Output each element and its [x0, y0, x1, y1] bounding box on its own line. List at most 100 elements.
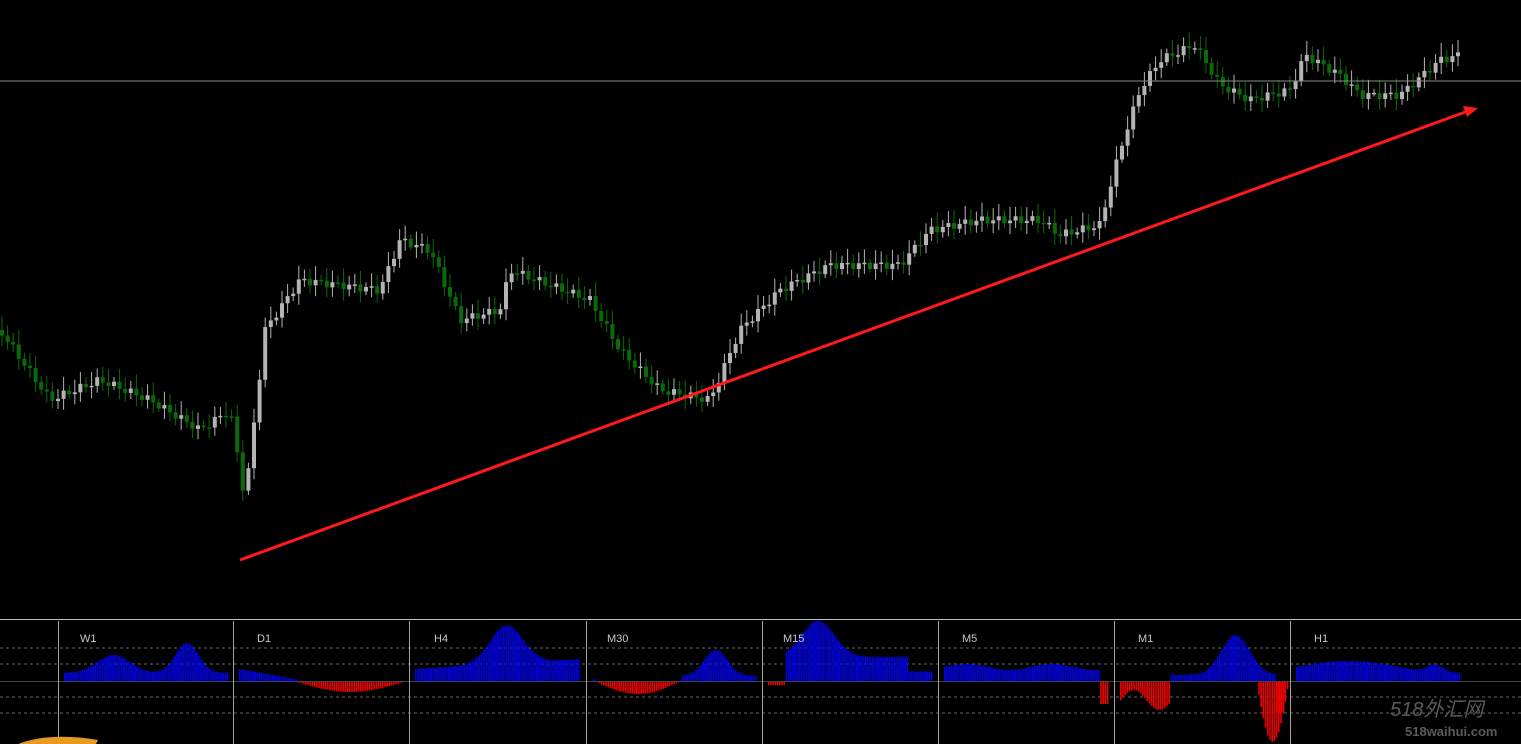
candle-body	[907, 253, 912, 265]
candle-body	[1047, 222, 1052, 225]
histogram-bar	[1344, 661, 1346, 681]
histogram-bar	[105, 656, 108, 681]
candle-body	[1019, 216, 1024, 224]
candle-body	[341, 282, 346, 290]
candle-body	[660, 383, 665, 392]
histogram-bar	[1137, 682, 1140, 692]
candle-body	[492, 308, 497, 315]
histogram-bar	[428, 668, 430, 681]
histogram-bar	[1333, 661, 1335, 681]
candle-body	[106, 382, 111, 387]
candle-body	[716, 382, 721, 393]
histogram-bar	[364, 682, 366, 692]
histogram-bar	[66, 672, 68, 681]
histogram-bar	[261, 673, 263, 681]
histogram-bar	[207, 667, 209, 681]
histogram-bar	[702, 662, 704, 681]
histogram-bar	[1286, 682, 1289, 690]
candle-body	[459, 306, 464, 324]
histogram-bar	[340, 682, 342, 692]
histogram-bar	[772, 682, 774, 685]
histogram-bar	[496, 631, 498, 681]
candle-body	[1080, 225, 1085, 233]
candle-body	[638, 366, 643, 369]
histogram-bar	[1227, 639, 1230, 681]
histogram-bar	[985, 666, 988, 681]
histogram-bar	[533, 652, 536, 681]
histogram-bar	[653, 682, 656, 692]
histogram-bar	[704, 659, 706, 681]
histogram-bar	[809, 624, 812, 681]
histogram-bar	[827, 627, 829, 681]
candle-body	[1360, 90, 1365, 99]
candle-body	[666, 391, 671, 395]
histogram-bar	[1425, 666, 1428, 681]
histogram-bar	[961, 664, 964, 681]
candle-body	[616, 338, 620, 350]
histogram-bar	[979, 665, 981, 681]
candle-body	[1332, 69, 1337, 73]
histogram-bar	[1320, 662, 1322, 681]
candle-body	[190, 422, 195, 429]
histogram-bar	[616, 682, 618, 691]
candle-body	[1243, 94, 1248, 102]
histogram-bar	[790, 647, 792, 681]
histogram-bar	[838, 641, 840, 681]
candle-body	[840, 263, 844, 269]
histogram-bar	[869, 656, 871, 681]
histogram-bar	[952, 665, 955, 681]
histogram-bar	[1370, 662, 1373, 681]
histogram-bar	[182, 644, 185, 681]
histogram-bar	[1212, 663, 1214, 681]
candle-body	[756, 308, 760, 322]
histogram-bar	[64, 672, 66, 681]
histogram-bar	[121, 657, 123, 681]
candle-body	[11, 341, 16, 345]
candle-body	[1456, 52, 1460, 57]
candle-body	[1265, 92, 1270, 101]
candle-body	[1052, 222, 1057, 234]
candle-body	[285, 296, 290, 304]
histogram-bar	[371, 682, 373, 691]
histogram-bar	[322, 682, 325, 689]
histogram-bar	[739, 673, 741, 681]
histogram-bar	[1315, 663, 1318, 681]
histogram-bar	[415, 669, 417, 681]
histogram-bar	[1264, 682, 1267, 728]
histogram-bar	[329, 682, 331, 691]
histogram-bar	[1238, 636, 1241, 681]
histogram-bar	[1302, 665, 1305, 681]
candle-body	[1159, 62, 1164, 68]
trend-line	[239, 109, 1469, 562]
candle-body	[963, 219, 968, 224]
histogram-bar	[754, 675, 757, 681]
histogram-bar	[1353, 661, 1355, 681]
indicator-panel: W1 D1 H4 M30 M15 M5 M1 H1	[0, 621, 1521, 744]
histogram-bar	[611, 682, 614, 689]
histogram-bar	[149, 671, 152, 681]
histogram-bar	[470, 662, 472, 681]
histogram-bar	[950, 665, 953, 681]
histogram-bar	[1084, 669, 1087, 681]
histogram-bar	[518, 634, 520, 681]
histogram-bar	[625, 682, 627, 693]
histogram-bar	[538, 656, 540, 681]
histogram-bar	[198, 655, 200, 681]
histogram-bar	[1078, 668, 1080, 681]
candle-body	[207, 427, 212, 429]
histogram-bar	[1153, 682, 1155, 708]
histogram-bar	[917, 671, 920, 681]
histogram-bar	[820, 621, 823, 681]
histogram-bar	[618, 682, 620, 692]
histogram-bar	[503, 626, 505, 681]
histogram-bar	[529, 648, 531, 681]
candle-body	[1192, 48, 1197, 50]
candle-body	[67, 390, 72, 395]
histogram-bar	[68, 672, 70, 681]
candle-body	[140, 395, 144, 400]
histogram-bar	[492, 637, 494, 681]
candle-body	[280, 303, 284, 318]
histogram-bar	[156, 671, 158, 681]
histogram-bar	[247, 670, 250, 681]
histogram-bar	[823, 623, 825, 681]
